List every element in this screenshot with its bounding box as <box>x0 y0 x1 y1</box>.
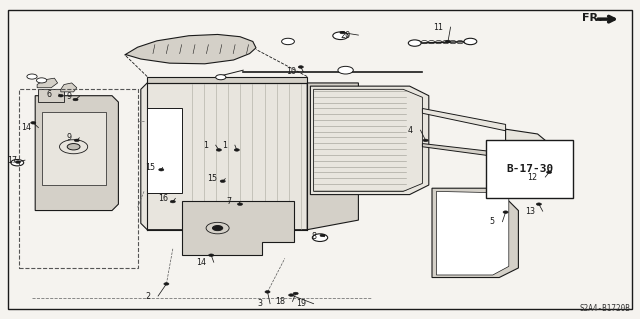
Circle shape <box>15 161 20 163</box>
Circle shape <box>58 94 63 97</box>
Text: 1: 1 <box>222 141 227 150</box>
Circle shape <box>237 203 243 205</box>
Bar <box>19 89 138 268</box>
Circle shape <box>338 66 353 74</box>
Text: 17: 17 <box>7 156 17 165</box>
Text: 14: 14 <box>20 123 31 132</box>
Text: 9: 9 <box>67 133 72 142</box>
Circle shape <box>340 31 345 34</box>
Circle shape <box>73 98 78 101</box>
Text: B-17-30: B-17-30 <box>506 164 553 174</box>
Polygon shape <box>35 96 118 211</box>
Text: 4: 4 <box>408 126 413 135</box>
Text: 7: 7 <box>227 197 232 206</box>
Circle shape <box>27 74 37 79</box>
Circle shape <box>282 38 294 45</box>
Text: 15: 15 <box>207 174 218 183</box>
Circle shape <box>547 171 552 174</box>
Polygon shape <box>141 83 314 230</box>
Circle shape <box>536 203 541 205</box>
Circle shape <box>333 32 348 40</box>
Polygon shape <box>147 108 182 193</box>
Circle shape <box>503 211 508 213</box>
Circle shape <box>209 254 214 256</box>
Circle shape <box>293 292 298 295</box>
Polygon shape <box>310 86 429 195</box>
Polygon shape <box>432 188 518 278</box>
Polygon shape <box>422 108 506 131</box>
Text: 3: 3 <box>257 299 262 308</box>
Circle shape <box>212 226 223 231</box>
Circle shape <box>545 170 556 175</box>
Circle shape <box>298 66 303 68</box>
Circle shape <box>36 78 47 83</box>
Circle shape <box>170 200 175 203</box>
Polygon shape <box>307 83 358 230</box>
Circle shape <box>464 38 477 45</box>
Circle shape <box>289 294 294 296</box>
Circle shape <box>234 149 239 151</box>
Text: 10: 10 <box>285 67 296 76</box>
Circle shape <box>312 234 328 241</box>
Circle shape <box>11 160 24 166</box>
Text: 9: 9 <box>67 92 72 101</box>
Circle shape <box>216 149 221 151</box>
Polygon shape <box>38 89 64 102</box>
Text: 2: 2 <box>145 292 150 300</box>
Circle shape <box>216 75 226 80</box>
Circle shape <box>164 283 169 285</box>
Circle shape <box>320 234 325 237</box>
Polygon shape <box>182 201 294 255</box>
Polygon shape <box>147 77 307 83</box>
Text: 16: 16 <box>157 194 168 203</box>
Circle shape <box>31 122 36 124</box>
Circle shape <box>265 291 270 293</box>
Circle shape <box>408 40 421 46</box>
Circle shape <box>67 144 80 150</box>
Text: 19: 19 <box>296 299 306 308</box>
Text: 12: 12 <box>527 173 538 182</box>
Text: S2A4-B1720B: S2A4-B1720B <box>580 304 630 313</box>
Text: 11: 11 <box>433 23 443 32</box>
Text: 5: 5 <box>490 217 495 226</box>
Bar <box>486 140 573 198</box>
Text: 15: 15 <box>145 163 155 172</box>
Polygon shape <box>422 144 506 158</box>
Polygon shape <box>125 34 256 64</box>
Text: 20: 20 <box>340 31 351 40</box>
Circle shape <box>159 168 164 171</box>
Text: 14: 14 <box>196 258 206 267</box>
Polygon shape <box>42 112 106 185</box>
Polygon shape <box>37 78 58 88</box>
Circle shape <box>220 180 225 182</box>
Text: 1: 1 <box>203 141 208 150</box>
Polygon shape <box>506 129 547 163</box>
Text: 18: 18 <box>275 297 285 306</box>
Polygon shape <box>436 191 509 275</box>
Circle shape <box>423 139 428 142</box>
Text: FR.: FR. <box>582 12 603 23</box>
Text: 6: 6 <box>46 90 51 99</box>
Polygon shape <box>61 83 77 92</box>
Circle shape <box>74 139 79 142</box>
Text: 13: 13 <box>525 207 535 216</box>
Text: 8: 8 <box>312 232 317 241</box>
Circle shape <box>445 40 451 43</box>
